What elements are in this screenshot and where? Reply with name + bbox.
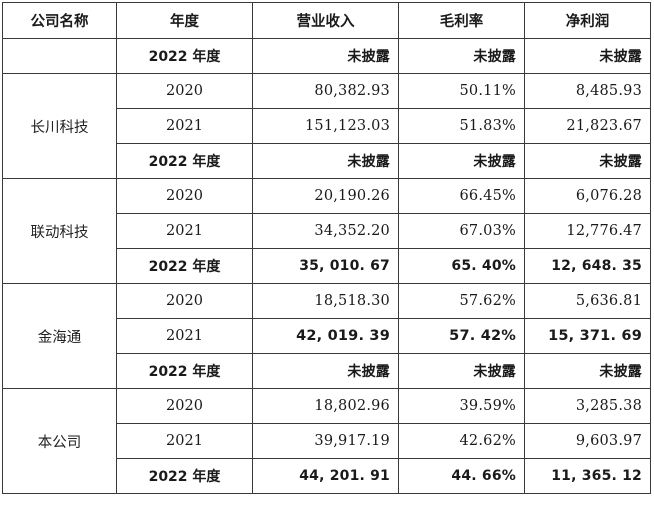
net-profit-cell: 5,636.81 xyxy=(524,283,651,319)
net-profit-cell: 6,076.28 xyxy=(524,178,651,214)
net-profit-cell: 12,776.47 xyxy=(524,213,651,249)
gross-margin-cell: 未披露 xyxy=(398,38,525,74)
year-cell: 2020 xyxy=(116,178,253,214)
gross-margin-cell: 57.62% xyxy=(398,283,525,319)
net-profit-cell: 9,603.97 xyxy=(524,423,651,459)
financial-comparison-table: 公司名称 年度 营业收入 毛利率 净利润 2022 年度 未披露 未披露 未披露 长川科… xyxy=(2,2,651,494)
year-cell: 2021 xyxy=(116,213,253,249)
revenue-cell: 80,382.93 xyxy=(252,73,399,109)
year-cell: 2022 年度 xyxy=(116,143,253,179)
net-profit-cell: 11, 365. 12 xyxy=(524,458,651,494)
gross-margin-cell: 39.59% xyxy=(398,388,525,424)
gross-margin-cell: 57. 42% xyxy=(398,318,525,354)
gross-margin-cell: 44. 66% xyxy=(398,458,525,494)
gross-margin-cell: 51.83% xyxy=(398,108,525,144)
net-profit-cell: 8,485.93 xyxy=(524,73,651,109)
year-cell: 2022 年度 xyxy=(116,38,253,74)
net-profit-cell: 15, 371. 69 xyxy=(524,318,651,354)
revenue-cell: 151,123.03 xyxy=(252,108,399,144)
header-revenue: 营业收入 xyxy=(252,2,399,39)
revenue-cell: 42, 019. 39 xyxy=(252,318,399,354)
year-cell: 2021 xyxy=(116,108,253,144)
company-name-cell xyxy=(2,38,117,74)
table-row: 2022 年度 44, 201. 91 44. 66% 11, 365. 12 xyxy=(3,458,651,494)
year-cell: 2020 xyxy=(116,388,253,424)
table-row: 本公司 2020 18,802.96 39.59% 3,285.38 xyxy=(2,388,651,494)
table-body: 公司名称 年度 营业收入 毛利率 净利润 2022 年度 未披露 未披露 未披露 长川科… xyxy=(2,2,651,494)
table-row: 2021 151,123.03 51.83% 21,823.67 xyxy=(3,108,651,144)
company-name-cell: 金海通 xyxy=(2,283,117,389)
table-row: 2022 年度 未披露 未披露 未披露 xyxy=(3,353,651,389)
revenue-cell: 34,352.20 xyxy=(252,213,399,249)
header-gross-margin: 毛利率 xyxy=(398,2,525,39)
gross-margin-cell: 50.11% xyxy=(398,73,525,109)
company-name-cell: 联动科技 xyxy=(2,178,117,284)
header-net-profit: 净利润 xyxy=(524,2,651,39)
revenue-cell: 35, 010. 67 xyxy=(252,248,399,284)
net-profit-cell: 12, 648. 35 xyxy=(524,248,651,284)
header-company: 公司名称 xyxy=(2,2,117,39)
year-cell: 2022 年度 xyxy=(116,248,253,284)
gross-margin-cell: 42.62% xyxy=(398,423,525,459)
year-cell: 2021 xyxy=(116,423,253,459)
gross-margin-cell: 66.45% xyxy=(398,178,525,214)
revenue-cell: 未披露 xyxy=(252,38,399,74)
revenue-cell: 未披露 xyxy=(252,353,399,389)
revenue-cell: 未披露 xyxy=(252,143,399,179)
gross-margin-cell: 未披露 xyxy=(398,353,525,389)
net-profit-cell: 未披露 xyxy=(524,38,651,74)
header-row: 公司名称 年度 营业收入 毛利率 净利润 xyxy=(2,2,651,39)
net-profit-cell: 3,285.38 xyxy=(524,388,651,424)
revenue-cell: 18,802.96 xyxy=(252,388,399,424)
year-cell: 2020 xyxy=(116,283,253,319)
net-profit-cell: 21,823.67 xyxy=(524,108,651,144)
table-row: 联动科技 2020 20,190.26 66.45% 6,076.28 xyxy=(2,178,651,284)
year-cell: 2022 年度 xyxy=(116,353,253,389)
table-row: 2022 年度 35, 010. 67 65. 40% 12, 648. 35 xyxy=(3,248,651,284)
header-year: 年度 xyxy=(116,2,253,39)
year-cell: 2020 xyxy=(116,73,253,109)
table-row: 2021 34,352.20 67.03% 12,776.47 xyxy=(3,213,651,249)
revenue-cell: 39,917.19 xyxy=(252,423,399,459)
year-cell: 2022 年度 xyxy=(116,458,253,494)
gross-margin-cell: 67.03% xyxy=(398,213,525,249)
table-row: 2021 39,917.19 42.62% 9,603.97 xyxy=(3,423,651,459)
revenue-cell: 44, 201. 91 xyxy=(252,458,399,494)
table-row: 2021 42, 019. 39 57. 42% 15, 371. 69 xyxy=(3,318,651,354)
table-row: 金海通 2020 18,518.30 57.62% 5,636.81 xyxy=(2,283,651,389)
table-row: 2022 年度 未披露 未披露 未披露 xyxy=(3,143,651,179)
company-name-cell: 长川科技 xyxy=(2,73,117,179)
revenue-cell: 18,518.30 xyxy=(252,283,399,319)
year-cell: 2021 xyxy=(116,318,253,354)
net-profit-cell: 未披露 xyxy=(524,353,651,389)
net-profit-cell: 未披露 xyxy=(524,143,651,179)
gross-margin-cell: 65. 40% xyxy=(398,248,525,284)
table-row: 2022 年度 未披露 未披露 未披露 xyxy=(2,38,651,74)
company-name-cell: 本公司 xyxy=(2,388,117,494)
gross-margin-cell: 未披露 xyxy=(398,143,525,179)
revenue-cell: 20,190.26 xyxy=(252,178,399,214)
table-row: 长川科技 2020 80,382.93 50.11% 8,485.93 xyxy=(2,73,651,179)
